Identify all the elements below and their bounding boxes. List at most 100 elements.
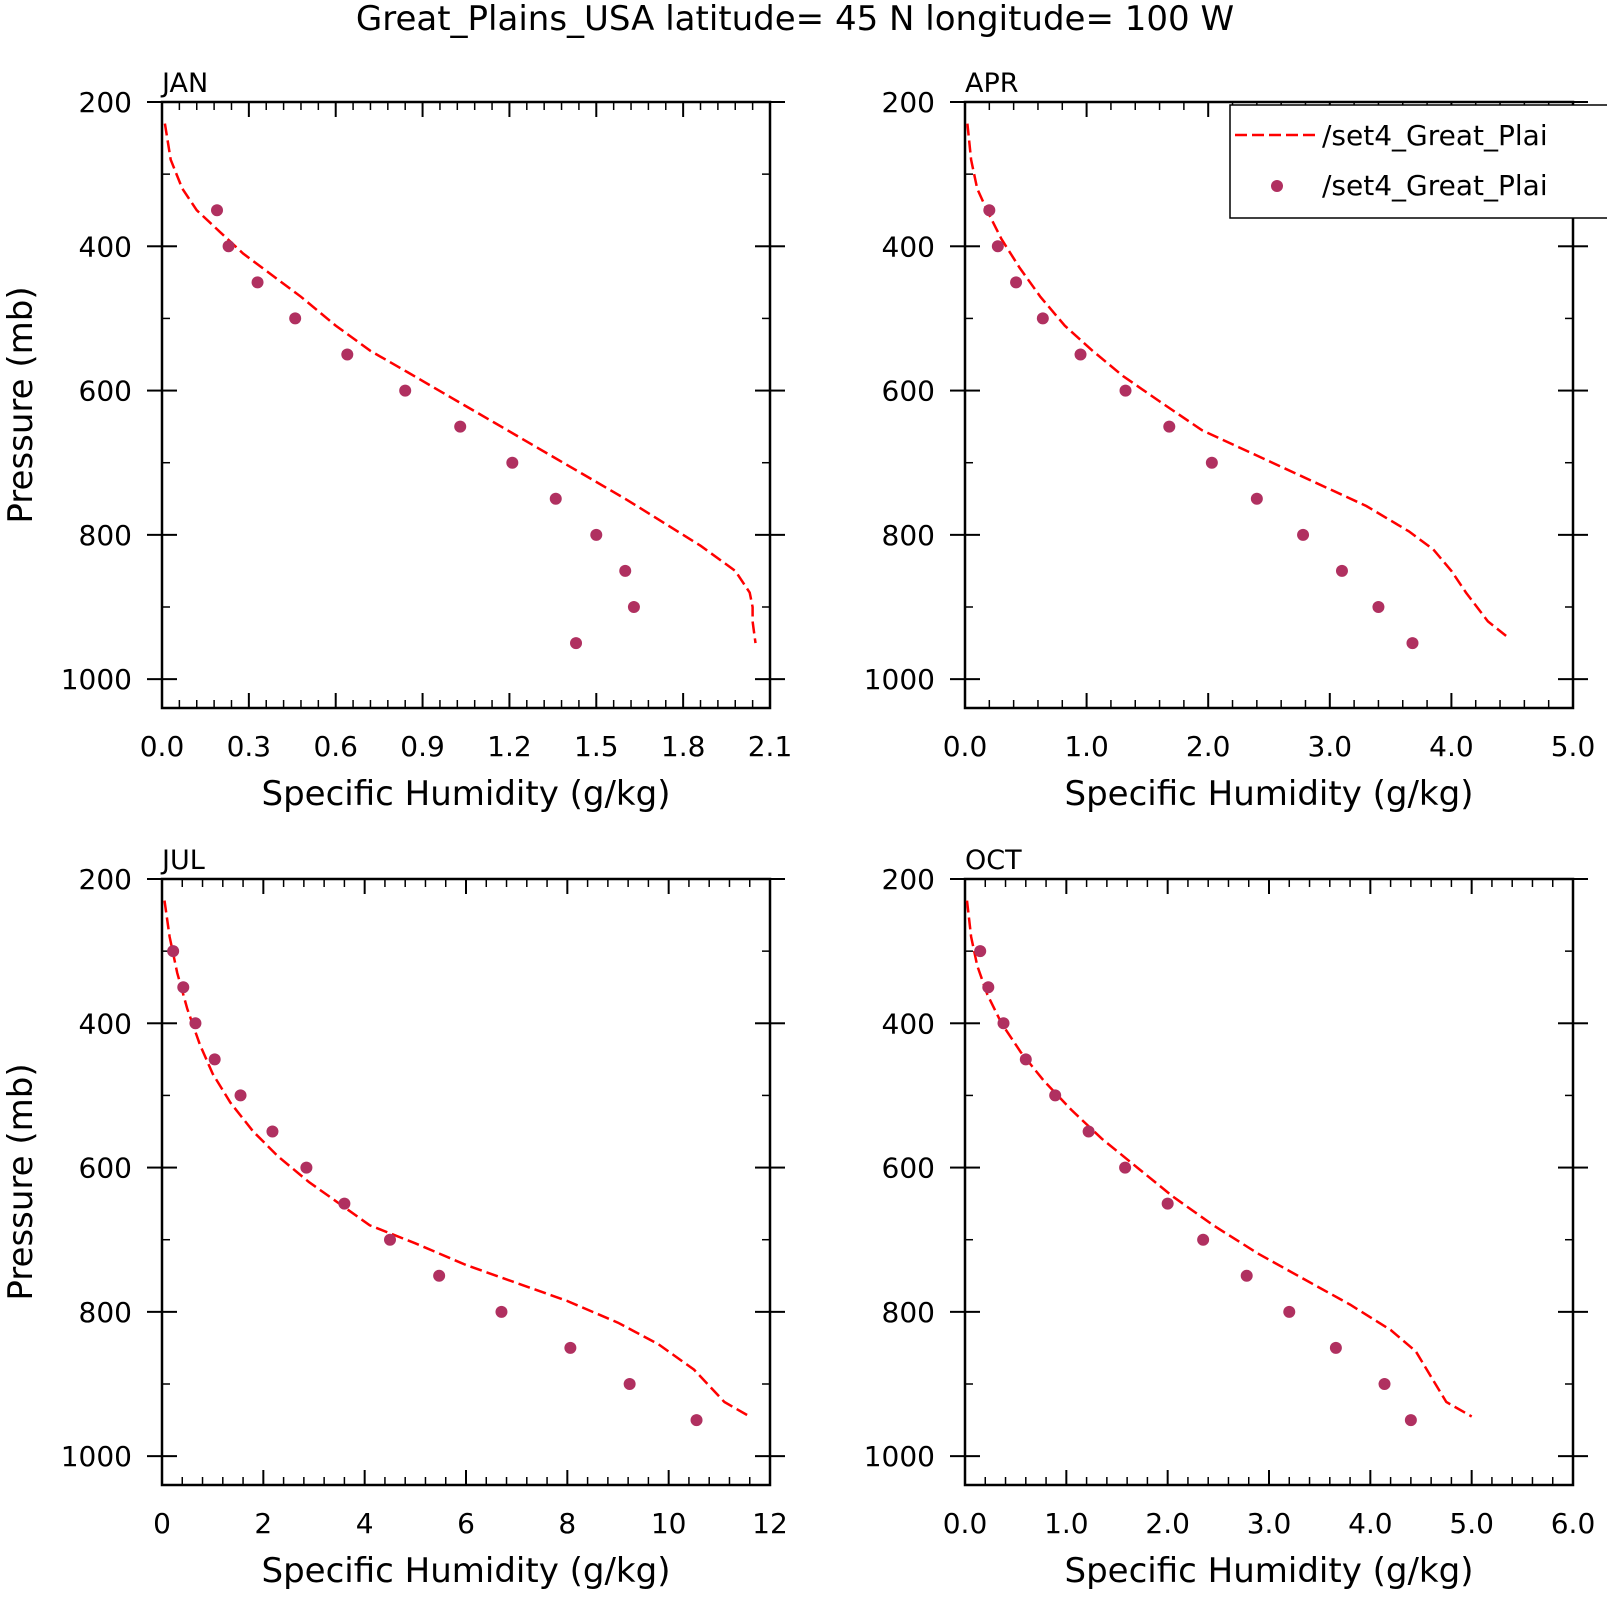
observation-point <box>1250 492 1263 505</box>
x-tick-label: 0.9 <box>400 730 445 763</box>
observation-point <box>1119 1161 1132 1174</box>
x-tick-label: 2 <box>254 1507 272 1540</box>
x-tick-label: 1.0 <box>1044 1507 1089 1540</box>
observation-point <box>251 276 264 289</box>
model-profile-line <box>163 123 757 644</box>
x-tick-label: 8 <box>558 1507 576 1540</box>
observation-point <box>627 601 640 613</box>
observation-point <box>590 528 603 541</box>
y-tick-label: 600 <box>882 375 935 408</box>
observation-point <box>982 981 995 994</box>
x-tick-label: 2.0 <box>1186 730 1231 763</box>
y-tick-label: 600 <box>79 1152 132 1185</box>
x-tick-label: 5.0 <box>1449 1507 1494 1540</box>
legend-label: /set4_Great_Plai <box>1322 169 1548 202</box>
x-tick-label: 1.5 <box>574 730 619 763</box>
observation-point <box>1119 384 1132 397</box>
y-axis-title: Pressure (mb) <box>1 1063 41 1300</box>
observation-point <box>623 1378 636 1390</box>
y-tick-label: 200 <box>882 86 935 119</box>
observation-point <box>983 204 996 217</box>
y-tick-label: 200 <box>79 863 132 896</box>
legend: /set4_Great_Plai/set4_Great_Plai <box>1229 104 1607 219</box>
observation-point <box>1406 637 1419 650</box>
observation-point <box>208 1053 221 1066</box>
observation-point <box>1372 601 1385 613</box>
observation-point <box>266 1125 279 1138</box>
y-tick-label: 200 <box>882 863 935 896</box>
panel-label: JUL <box>160 845 205 876</box>
x-tick-label: 0.0 <box>943 730 988 763</box>
observation-point <box>1036 312 1049 325</box>
x-tick-label: 3.0 <box>1247 1507 1292 1540</box>
observation-point <box>1404 1414 1417 1427</box>
x-tick-label: 0.0 <box>943 1507 988 1540</box>
y-tick-label: 1000 <box>61 663 132 696</box>
observation-point <box>399 384 412 397</box>
observation-point <box>549 492 562 505</box>
y-tick-label: 200 <box>79 86 132 119</box>
x-tick-label: 10 <box>651 1507 687 1540</box>
observation-point <box>1163 420 1176 433</box>
y-tick-label: 800 <box>882 1296 935 1329</box>
observation-point <box>1297 528 1310 541</box>
observation-point <box>177 981 190 994</box>
panel-label: OCT <box>965 845 1022 876</box>
observation-point <box>1074 348 1087 361</box>
model-profile-line <box>966 123 1507 637</box>
y-tick-label: 800 <box>79 519 132 552</box>
observation-point <box>189 1017 202 1030</box>
panel-jul: JUL 0 2 4 6 8 10 12 200 400 600 800 1000 Specific Hum… <box>1 845 788 1591</box>
y-tick-label: 400 <box>882 1007 935 1040</box>
observation-point <box>167 945 180 958</box>
observation-point <box>564 1341 577 1354</box>
observation-point <box>495 1305 508 1318</box>
y-tick-label: 400 <box>882 230 935 263</box>
observation-point <box>1197 1233 1210 1246</box>
y-axis-title: Pressure (mb) <box>1 286 41 523</box>
observation-point <box>1082 1125 1095 1138</box>
observation-point <box>222 240 235 253</box>
x-tick-label: 12 <box>752 1507 788 1540</box>
y-tick-label: 600 <box>79 375 132 408</box>
panels: JAN 0.0 0.3 0.6 0.9 1.2 1.5 1.8 2.1 200 400 600 800 1… <box>1 68 1595 1591</box>
panel-label: APR <box>965 68 1019 99</box>
y-tick-label: 400 <box>79 230 132 263</box>
x-axis-title: Specific Humidity (g/kg) <box>1065 1551 1474 1591</box>
x-axis-title: Specific Humidity (g/kg) <box>262 774 671 814</box>
observation-point <box>974 945 987 958</box>
model-profile-line <box>163 900 751 1418</box>
observation-point <box>619 564 632 577</box>
observation-point <box>211 204 224 217</box>
observation-point <box>1335 564 1348 577</box>
x-tick-label: 6.0 <box>1551 1507 1596 1540</box>
panel-oct: OCT 0.0 1.0 2.0 3.0 4.0 5.0 6.0 200 400 600 800 1000… <box>864 845 1596 1591</box>
plot-frame <box>963 100 1575 710</box>
observation-point <box>1019 1053 1032 1066</box>
x-tick-label: 1.8 <box>661 730 706 763</box>
model-profile-line <box>965 900 1473 1418</box>
plot-frame <box>160 877 772 1487</box>
x-tick-label: 2.0 <box>1145 1507 1190 1540</box>
observation-point <box>690 1414 703 1427</box>
x-tick-label: 4.0 <box>1348 1507 1393 1540</box>
observation-point <box>384 1233 396 1246</box>
x-tick-label: 0.6 <box>313 730 358 763</box>
panel-apr: APR 0.0 1.0 2.0 3.0 4.0 5.0 200 400 600 800 1000 Spe… <box>864 68 1596 814</box>
figure-title: Great_Plains_USA latitude= 45 N longitud… <box>356 0 1234 39</box>
x-tick-label: 4.0 <box>1429 730 1474 763</box>
observation-point <box>1283 1305 1296 1318</box>
x-tick-label: 0.0 <box>140 730 185 763</box>
x-tick-label: 0 <box>153 1507 171 1540</box>
observation-point <box>570 637 583 650</box>
observation-point <box>1378 1378 1391 1390</box>
legend-box <box>1229 104 1607 219</box>
plot-frame <box>963 877 1575 1487</box>
y-tick-label: 800 <box>79 1296 132 1329</box>
x-tick-label: 5.0 <box>1551 730 1596 763</box>
x-axis-title: Specific Humidity (g/kg) <box>262 1551 671 1591</box>
observation-point <box>341 348 354 361</box>
x-tick-label: 1.2 <box>487 730 532 763</box>
observation-point <box>234 1089 247 1102</box>
